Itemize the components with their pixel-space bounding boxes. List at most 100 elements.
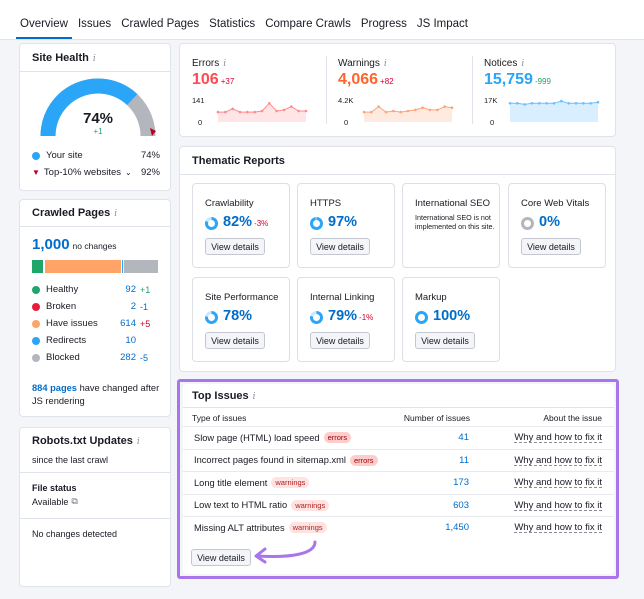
info-icon[interactable]: i (136, 437, 140, 447)
info-icon[interactable]: i (252, 392, 256, 402)
top-issues-view-details-button[interactable]: View details (191, 549, 251, 566)
file-status[interactable]: Available ⧉ (32, 496, 78, 507)
view-details-button[interactable]: View details (521, 238, 581, 255)
thematic-card-value[interactable]: 100% (433, 308, 471, 324)
divider (20, 71, 170, 72)
legend-value: 92% (140, 167, 160, 178)
info-icon[interactable]: i (92, 54, 96, 64)
thematic-card-title: HTTPS (310, 198, 342, 209)
issue-name[interactable]: Long title element (194, 477, 268, 488)
external-link-icon[interactable]: ⧉ (71, 496, 78, 506)
issue-count[interactable]: 1,450 (445, 522, 469, 533)
divider (20, 226, 170, 227)
why-fix-link[interactable]: Why and how to fix it (514, 522, 602, 533)
sparkline-point (260, 109, 264, 113)
info-icon[interactable]: i (383, 59, 387, 69)
view-details-button[interactable]: View details (310, 332, 370, 349)
row-have-issues[interactable]: Have issues 614 +5 (32, 318, 152, 329)
tab-compare-crawls[interactable]: Compare Crawls (265, 18, 351, 30)
metric-value[interactable]: 4,066 (338, 71, 379, 88)
thematic-card-value[interactable]: 82% (223, 214, 253, 230)
view-details-button[interactable]: View details (415, 332, 475, 349)
thematic-card-title: International SEO (415, 198, 490, 209)
info-icon[interactable]: i (521, 59, 525, 69)
legend-your-site: Your site 74% (32, 150, 160, 161)
metric-2[interactable]: Notices i 15,759 -999 17K 0 (472, 44, 617, 136)
tab-js-impact[interactable]: JS Impact (416, 18, 468, 30)
broken-dot (32, 302, 40, 311)
tab-crawled-pages[interactable]: Crawled Pages (121, 18, 200, 30)
sparkline-point (508, 102, 512, 105)
thematic-card-value[interactable]: 78% (223, 308, 253, 324)
thematic-card-value[interactable]: 0% (539, 214, 560, 230)
bar-segment (43, 260, 46, 273)
thematic-card-title: Core Web Vitals (521, 198, 590, 209)
metric-value[interactable]: 15,759 (484, 71, 533, 88)
robots-card: Robots.txt Updates i since the last crawl… (19, 427, 171, 587)
metric-1[interactable]: Warnings i 4,066 +82 4.2K 0 (326, 44, 471, 136)
row-redirects[interactable]: Redirects 10 (32, 335, 152, 346)
tab-issues[interactable]: Issues (77, 18, 112, 30)
view-details-button[interactable]: View details (310, 238, 370, 255)
crawled-pages-card: Crawled Pages i 1,000 no changes Healthy 9… (19, 199, 171, 417)
sparkline-point (282, 108, 286, 112)
legend-top10[interactable]: ▼ Top-10% websites ⌄ 92% (32, 167, 160, 178)
thematic-card-core-web-vitals: Core Web Vitals 0% View details (508, 183, 606, 268)
row-healthy[interactable]: Healthy 92 +1 (32, 284, 152, 295)
sparkline-point (421, 106, 424, 109)
thematic-title: Thematic Reports (192, 155, 285, 167)
issue-count[interactable]: 603 (453, 499, 469, 511)
axis-min: 0 (490, 118, 495, 127)
thematic-card-title: Crawlability (205, 198, 254, 209)
metric-0[interactable]: Errors i 106 +37 141 0 (180, 44, 325, 136)
issue-row: Slow page (HTML) load speed errors 41 Why… (183, 426, 614, 448)
issue-count[interactable]: 11 (459, 454, 469, 466)
site-health-percent: 74% (82, 110, 114, 127)
issue-badge: warnings (288, 522, 327, 533)
issue-name[interactable]: Slow page (HTML) load speed (194, 432, 320, 443)
thematic-card-value[interactable]: 79% (328, 308, 358, 324)
issue-badge: errors (323, 432, 352, 443)
sparkline-point (443, 105, 446, 108)
sparkline-point (560, 99, 563, 103)
issue-count[interactable]: 173 (453, 477, 469, 488)
info-icon[interactable]: i (223, 59, 227, 69)
issue-name[interactable]: Incorrect pages found in sitemap.xml (194, 455, 346, 465)
thematic-card-value[interactable]: 97% (328, 214, 358, 230)
row-broken[interactable]: Broken 2 -1 (32, 301, 152, 312)
progress-ring-icon (521, 217, 534, 230)
view-details-button[interactable]: View details (205, 332, 265, 349)
triangle-down-icon: ▼ (32, 168, 40, 177)
issue-name[interactable]: Missing ALT attributes (194, 522, 285, 533)
sparkline-point (538, 102, 541, 105)
issue-name[interactable]: Low text to HTML ratio (194, 500, 288, 510)
metric-value[interactable]: 106 (192, 71, 219, 88)
issue-row: Missing ALT attributes warnings 1,450 Why… (183, 516, 614, 538)
row-blocked[interactable]: Blocked 282 -5 (32, 352, 152, 363)
top-issues-title: Top Issues (192, 390, 249, 402)
thematic-card-site-performance: Site Performance 78% View details (192, 277, 290, 362)
issue-badge: warnings (291, 499, 330, 511)
why-fix-link[interactable]: Why and how to fix it (514, 432, 602, 443)
legend-label: Top-10% websites (43, 167, 122, 178)
chevron-down-icon[interactable]: ⌄ (125, 168, 132, 177)
crawled-total[interactable]: 1,000 (32, 236, 70, 253)
why-fix-link[interactable]: Why and how to fix it (514, 454, 602, 466)
col-type-header: Type of issues (192, 413, 247, 423)
tab-progress[interactable]: Progress (360, 18, 407, 30)
why-fix-link[interactable]: Why and how to fix it (514, 477, 602, 488)
tab-overview[interactable]: Overview (16, 18, 72, 39)
sparkline-point (582, 102, 585, 105)
sparkline-point (545, 102, 548, 105)
info-icon[interactable]: i (114, 209, 118, 219)
sparkline-point (216, 110, 220, 114)
why-fix-link[interactable]: Why and how to fix it (514, 499, 602, 511)
tab-statistics[interactable]: Statistics (209, 18, 256, 30)
divider (183, 407, 614, 408)
crawled-total-note: no changes (72, 241, 117, 251)
sparkline-point (231, 107, 234, 111)
changed-pages-link[interactable]: 884 pages (32, 383, 77, 393)
issue-count[interactable]: 41 (458, 432, 469, 443)
view-details-button[interactable]: View details (205, 238, 265, 255)
sparkline-area (510, 101, 598, 122)
